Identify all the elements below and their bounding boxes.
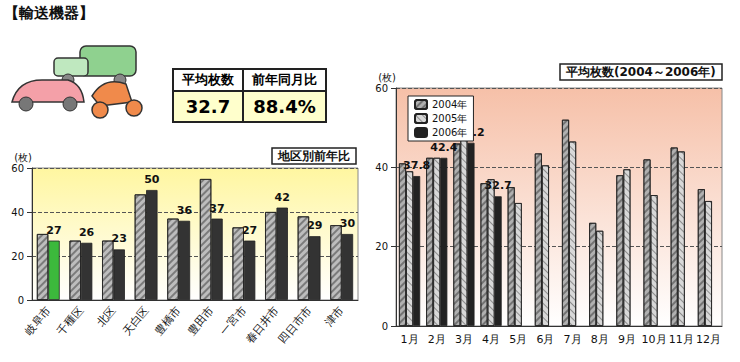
svg-text:30: 30 — [340, 217, 356, 230]
svg-text:2005年: 2005年 — [432, 113, 467, 124]
svg-text:(枚): (枚) — [14, 152, 32, 163]
html-text:88.4%: 88.4% — [253, 96, 316, 117]
svg-text:40: 40 — [11, 207, 24, 218]
svg-text:29: 29 — [307, 219, 322, 232]
svg-text:2004年: 2004年 — [432, 99, 467, 110]
svg-text:2月: 2月 — [428, 333, 446, 346]
svg-text:平均枚数(2004～2006年): 平均枚数(2004～2006年) — [565, 65, 716, 79]
svg-text:20: 20 — [11, 251, 24, 262]
svg-text:42.4: 42.4 — [430, 141, 457, 154]
svg-text:32.7: 32.7 — [485, 179, 512, 192]
svg-text:36: 36 — [177, 204, 193, 217]
svg-text:地区別前年比: 地区別前年比 — [277, 149, 350, 163]
svg-text:23: 23 — [112, 232, 127, 245]
svg-text:27: 27 — [46, 224, 61, 237]
svg-text:26: 26 — [79, 226, 95, 239]
svg-text:60: 60 — [375, 83, 388, 94]
svg-text:6月: 6月 — [536, 333, 554, 346]
svg-text:1月: 1月 — [401, 333, 419, 346]
html-text:32.7: 32.7 — [185, 96, 231, 117]
svg-text:60: 60 — [11, 163, 24, 174]
svg-text:豊田市: 豊田市 — [185, 304, 216, 338]
svg-text:北区: 北区 — [94, 304, 118, 329]
svg-text:8月: 8月 — [591, 333, 609, 346]
svg-text:3月: 3月 — [455, 333, 473, 346]
svg-text:37.8: 37.8 — [403, 159, 430, 172]
svg-text:一宮市: 一宮市 — [218, 304, 249, 338]
svg-text:津市: 津市 — [323, 304, 347, 329]
svg-text:千種区: 千種区 — [55, 304, 86, 338]
svg-text:12月: 12月 — [696, 333, 721, 346]
svg-text:四日市市: 四日市市 — [276, 304, 314, 346]
svg-text:42: 42 — [275, 191, 290, 204]
svg-text:50: 50 — [144, 173, 160, 186]
svg-text:岐阜市: 岐阜市 — [22, 304, 53, 338]
html-text:前年同月比: 前年同月比 — [252, 72, 317, 87]
svg-text:40: 40 — [375, 162, 388, 173]
svg-text:5月: 5月 — [509, 333, 527, 346]
html-text:【輸送機器】: 【輸送機器】 — [4, 4, 94, 22]
svg-text:11月: 11月 — [669, 333, 694, 346]
svg-text:(枚): (枚) — [378, 72, 396, 83]
svg-text:20: 20 — [375, 241, 388, 252]
svg-text:10月: 10月 — [642, 333, 667, 346]
html-text:平均枚数: 平均枚数 — [182, 72, 234, 87]
svg-text:天白区: 天白区 — [120, 304, 151, 338]
svg-text:4月: 4月 — [482, 333, 500, 346]
svg-text:27: 27 — [242, 224, 257, 237]
svg-text:0: 0 — [382, 321, 388, 332]
svg-text:2006年: 2006年 — [432, 127, 467, 138]
svg-text:9月: 9月 — [618, 333, 636, 346]
svg-text:7月: 7月 — [564, 333, 582, 346]
svg-text:豊橋市: 豊橋市 — [153, 304, 184, 338]
svg-text:0: 0 — [18, 295, 24, 306]
svg-text:春日井市: 春日井市 — [243, 304, 281, 346]
svg-text:37: 37 — [209, 202, 224, 215]
